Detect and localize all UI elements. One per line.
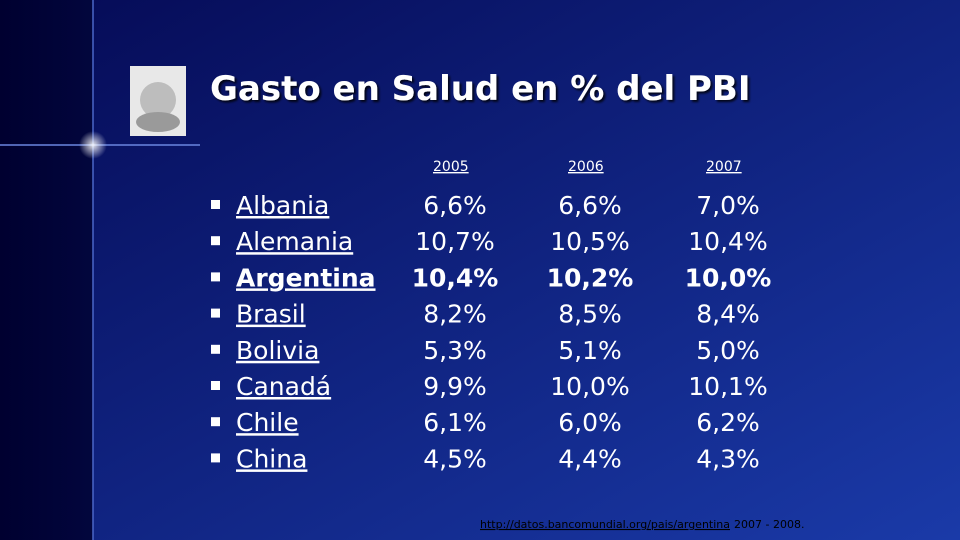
value: 10,2% — [547, 263, 634, 292]
year-header: 2006 — [568, 159, 604, 175]
value: 6,6% — [558, 191, 622, 220]
value: 7,0% — [696, 191, 760, 220]
logo — [130, 66, 186, 136]
country[interactable]: Canadá — [236, 372, 331, 401]
value: 6,1% — [423, 408, 487, 437]
value: 4,3% — [696, 444, 760, 473]
country[interactable]: Argentina — [236, 263, 376, 292]
value: 5,0% — [696, 336, 760, 365]
value: 10,7% — [415, 227, 494, 256]
country[interactable]: Bolivia — [236, 336, 319, 365]
value: 10,4% — [412, 263, 499, 292]
value: 5,3% — [423, 336, 487, 365]
value: 6,0% — [558, 408, 622, 437]
sparkle — [79, 131, 107, 159]
value: 6,2% — [696, 408, 760, 437]
year-header: 2007 — [706, 159, 742, 175]
source-link[interactable]: http://datos.bancomundial.org/pais/argen… — [480, 518, 730, 531]
country[interactable]: Albania — [236, 191, 329, 220]
source-period: 2007 - 2008. — [734, 518, 804, 531]
source: http://datos.bancomundial.org/pais/argen… — [480, 518, 804, 531]
table: 2005 2006 2007 Albania 6,6% 6,6% 7,0% Alemania 1… — [211, 159, 771, 473]
country[interactable]: China — [236, 444, 307, 473]
country[interactable]: Brasil — [236, 300, 306, 329]
year-header: 2005 — [433, 159, 469, 175]
country[interactable]: Alemania — [236, 227, 353, 256]
bullet — [211, 200, 220, 209]
bullet — [211, 272, 220, 282]
value: 10,0% — [685, 263, 772, 292]
value: 5,1% — [558, 336, 622, 365]
value: 10,1% — [688, 372, 767, 401]
value: 9,9% — [423, 372, 487, 401]
title: Gasto en Salud en % del PBI — [210, 69, 750, 109]
bullet — [211, 417, 220, 427]
value: 10,5% — [550, 227, 629, 256]
value: 4,5% — [423, 444, 487, 473]
bullet — [211, 381, 220, 390]
value: 6,6% — [423, 191, 487, 220]
bullet — [211, 236, 220, 246]
country[interactable]: Chile — [236, 408, 299, 437]
value: 10,4% — [688, 227, 767, 256]
bullet — [211, 344, 220, 354]
bullet — [211, 308, 220, 318]
side-band — [0, 0, 93, 540]
bullet — [211, 453, 220, 463]
value: 10,0% — [550, 372, 629, 401]
value: 8,4% — [696, 300, 760, 329]
value: 8,2% — [423, 300, 487, 329]
value: 8,5% — [558, 300, 622, 329]
value: 4,4% — [558, 444, 622, 473]
